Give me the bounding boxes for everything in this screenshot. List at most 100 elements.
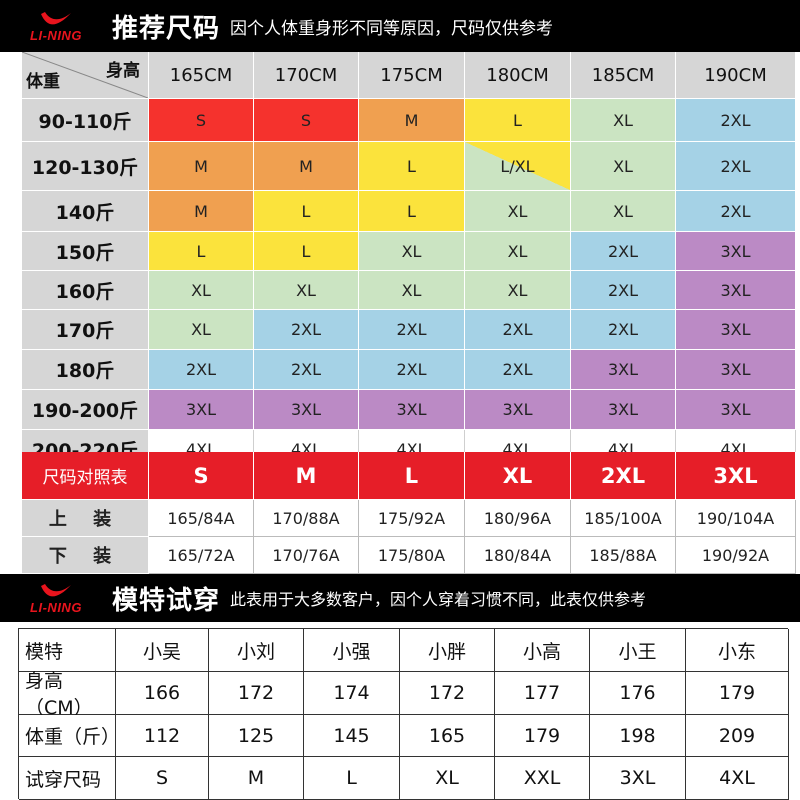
size-cell: XL bbox=[359, 232, 465, 271]
weight-label: 180斤 bbox=[22, 350, 149, 390]
size-cell: 3XL bbox=[676, 390, 796, 430]
size-cell: S bbox=[254, 99, 359, 142]
top-garment-value: 165/84A bbox=[149, 500, 254, 537]
model-name-cell: 小强 bbox=[304, 629, 400, 672]
size-cell: 2XL bbox=[465, 350, 571, 390]
table-corner-header: 身高 体重 bbox=[22, 52, 149, 99]
row-label: 体重（斤） bbox=[19, 715, 120, 757]
model-fitting-table: 模特 身高（CM） 体重（斤） 试穿尺码 小吴 166 112 S 小刘 172 125 M 小强 174… bbox=[18, 628, 789, 800]
weight-label: 120-130斤 bbox=[22, 142, 149, 191]
model-height-cell: 174 bbox=[304, 672, 400, 715]
model-size-cell: 4XL bbox=[686, 757, 789, 800]
size-cell: 2XL bbox=[571, 271, 676, 310]
model-fitting-banner: LI-NING 模特试穿 此表用于大多数客户，因个人穿着习惯不同，此表仅供参考 bbox=[0, 574, 800, 622]
bottom-garment-value: 180/84A bbox=[465, 537, 571, 574]
size-cell: 2XL bbox=[254, 310, 359, 350]
top-garment-value: 185/100A bbox=[571, 500, 676, 537]
top-garment-value: 180/96A bbox=[465, 500, 571, 537]
model-size-cell: 3XL bbox=[590, 757, 686, 800]
model-name-cell: 小王 bbox=[590, 629, 686, 672]
bottom-garment-value: 185/88A bbox=[571, 537, 676, 574]
size-cell: S bbox=[149, 99, 254, 142]
size-cell: M bbox=[149, 191, 254, 232]
weight-label: 160斤 bbox=[22, 271, 149, 310]
corner-weight-label: 体重 bbox=[26, 72, 60, 92]
model-size-cell: M bbox=[209, 757, 304, 800]
size-cell: L bbox=[149, 232, 254, 271]
size-cell: 3XL bbox=[676, 310, 796, 350]
model-weight-cell: 125 bbox=[209, 715, 304, 757]
brand-logo: LI-NING bbox=[0, 0, 112, 52]
size-compare-header: S bbox=[149, 452, 254, 500]
size-cell: 2XL bbox=[676, 142, 796, 191]
top-garment-label: 上 装 bbox=[22, 500, 149, 537]
size-cell: 3XL bbox=[676, 232, 796, 271]
brand-logo: LI-NING bbox=[0, 574, 112, 622]
weight-label: 140斤 bbox=[22, 191, 149, 232]
size-cell: L bbox=[359, 142, 465, 191]
size-compare-header: XL bbox=[465, 452, 571, 500]
weight-label: 190-200斤 bbox=[22, 390, 149, 430]
size-compare-label: 尺码对照表 bbox=[22, 452, 149, 500]
size-cell: XL bbox=[359, 271, 465, 310]
height-header: 170CM bbox=[254, 52, 359, 99]
model-size-cell: XL bbox=[400, 757, 495, 800]
size-cell: 3XL bbox=[254, 390, 359, 430]
size-cell: 3XL bbox=[465, 390, 571, 430]
row-label: 试穿尺码 bbox=[19, 757, 116, 800]
size-cell: 3XL bbox=[571, 390, 676, 430]
weight-label: 170斤 bbox=[22, 310, 149, 350]
size-cell: 3XL bbox=[676, 271, 796, 310]
model-name-cell: 小刘 bbox=[209, 629, 304, 672]
size-cell: M bbox=[359, 99, 465, 142]
model-weight-cell: 165 bbox=[400, 715, 495, 757]
top-garment-value: 170/88A bbox=[254, 500, 359, 537]
size-cell: 2XL bbox=[571, 232, 676, 271]
size-cell: 2XL bbox=[571, 310, 676, 350]
section-title: 模特试穿 bbox=[112, 585, 221, 616]
model-size-cell: XXL bbox=[495, 757, 590, 800]
size-cell: 2XL bbox=[254, 350, 359, 390]
li-ning-swoosh-icon bbox=[41, 11, 71, 24]
size-cell: 2XL bbox=[676, 191, 796, 232]
bottom-garment-value: 170/76A bbox=[254, 537, 359, 574]
size-cell: L bbox=[254, 232, 359, 271]
size-cell: XL bbox=[571, 99, 676, 142]
size-cell: XL bbox=[571, 191, 676, 232]
model-weight-cell: 198 bbox=[590, 715, 686, 757]
diagonal-divider bbox=[22, 52, 148, 98]
size-cell: 2XL bbox=[676, 99, 796, 142]
size-cell: 3XL bbox=[149, 390, 254, 430]
model-height-cell: 166 bbox=[116, 672, 209, 715]
model-weight-cell: 179 bbox=[495, 715, 590, 757]
size-cell: 3XL bbox=[359, 390, 465, 430]
bottom-garment-value: 165/72A bbox=[149, 537, 254, 574]
bottom-garment-label: 下 装 bbox=[22, 537, 149, 574]
model-height-cell: 172 bbox=[400, 672, 495, 715]
size-cell: 3XL bbox=[676, 350, 796, 390]
weight-label: 90-110斤 bbox=[22, 99, 149, 142]
height-header: 185CM bbox=[571, 52, 676, 99]
model-height-cell: 176 bbox=[590, 672, 686, 715]
size-cell: 2XL bbox=[465, 310, 571, 350]
size-cell: XL bbox=[149, 310, 254, 350]
bottom-garment-value: 190/92A bbox=[676, 537, 796, 574]
model-height-cell: 177 bbox=[495, 672, 590, 715]
section-title: 推荐尺码 bbox=[112, 13, 221, 44]
model-name-cell: 小吴 bbox=[116, 629, 209, 672]
section-subtitle: 因个人体重身形不同等原因，尺码仅供参考 bbox=[230, 18, 554, 39]
size-cell: XL bbox=[254, 271, 359, 310]
model-height-cell: 179 bbox=[686, 672, 789, 715]
section-subtitle: 此表用于大多数客户，因个人穿着习惯不同，此表仅供参考 bbox=[230, 590, 647, 609]
model-name-cell: 小高 bbox=[495, 629, 590, 672]
model-name-cell: 小胖 bbox=[400, 629, 495, 672]
size-compare-header: M bbox=[254, 452, 359, 500]
size-compare-header: L bbox=[359, 452, 465, 500]
size-cell: XL bbox=[465, 232, 571, 271]
height-header: 175CM bbox=[359, 52, 465, 99]
size-cell: XL bbox=[149, 271, 254, 310]
size-cell: XL bbox=[465, 191, 571, 232]
size-cell: 2XL bbox=[149, 350, 254, 390]
brand-logo-text: LI-NING bbox=[30, 27, 82, 43]
height-header: 180CM bbox=[465, 52, 571, 99]
